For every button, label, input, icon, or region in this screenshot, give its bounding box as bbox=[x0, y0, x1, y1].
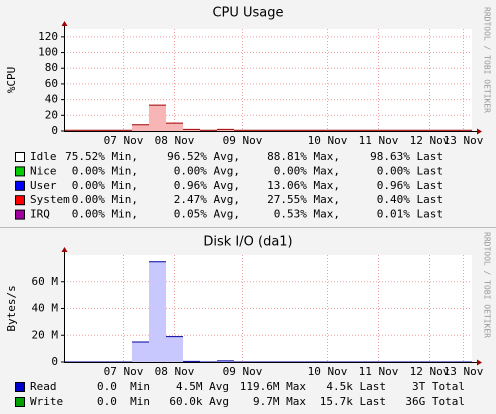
x-tick-label: 13 Nov bbox=[444, 365, 484, 378]
legend-label: Nice bbox=[30, 164, 57, 177]
legend-stat: 0.96% Last bbox=[377, 179, 443, 192]
area-step bbox=[217, 129, 234, 131]
legend-stat: 13.06% Max, bbox=[267, 179, 340, 192]
y-tick-label: 40 M bbox=[32, 302, 59, 315]
legend-stat: 0.00% Min, bbox=[72, 208, 138, 221]
y-axis-label: Bytes/s bbox=[5, 285, 18, 331]
y-axis-arrow bbox=[61, 247, 68, 252]
legend-stat: 75.52% Min, bbox=[65, 150, 138, 163]
y-tick-label: 80 bbox=[45, 61, 58, 74]
legend-stat: 15.7k Last bbox=[320, 395, 386, 408]
legend-label: IRQ bbox=[30, 208, 50, 221]
legend-stat: 4.5M Avg bbox=[176, 380, 229, 393]
legend-stat: 27.55% Max, bbox=[267, 193, 340, 206]
y-tick-label: 20 M bbox=[32, 328, 59, 341]
legend-stat: 0.96% Avg, bbox=[174, 179, 240, 192]
x-axis-arrow bbox=[477, 359, 482, 366]
legend-label: User bbox=[30, 179, 57, 192]
legend-stat: 98.63% Last bbox=[370, 150, 443, 163]
chart-title: CPU Usage bbox=[212, 6, 283, 21]
legend-stat: 0.00% Min, bbox=[72, 193, 138, 206]
side-note: RRDTOOL / TOBI OETIKER bbox=[483, 7, 492, 113]
legend-stat: 60.0k Avg bbox=[169, 395, 229, 408]
legend-stat: 119.6M Max bbox=[240, 380, 307, 393]
side-note: RRDTOOL / TOBI OETIKER bbox=[483, 232, 492, 338]
legend-label: Idle bbox=[30, 150, 57, 163]
x-tick-label: 07 Nov bbox=[104, 365, 144, 378]
legend-stat: 0.40% Last bbox=[377, 193, 443, 206]
x-axis-arrow bbox=[477, 128, 482, 135]
x-tick-label: 08 Nov bbox=[155, 134, 195, 147]
x-tick-label: 09 Nov bbox=[223, 365, 263, 378]
y-tick-label: 0 bbox=[51, 355, 58, 368]
area-step bbox=[217, 360, 234, 362]
legend-stat: 0.00% Last bbox=[377, 164, 443, 177]
legend-swatch bbox=[15, 180, 25, 191]
legend-stat: 88.81% Max, bbox=[267, 150, 340, 163]
x-tick-label: 11 Nov bbox=[359, 365, 399, 378]
legend-label: Read bbox=[30, 380, 57, 393]
legend-stat: 0.00% Avg, bbox=[174, 164, 240, 177]
legend-stat: 2.47% Avg, bbox=[174, 193, 240, 206]
y-axis-label: %CPU bbox=[5, 67, 18, 94]
area-step bbox=[132, 124, 149, 131]
area-step bbox=[149, 105, 166, 131]
legend-swatch bbox=[15, 209, 25, 220]
plot-area bbox=[64, 29, 472, 131]
legend-swatch bbox=[15, 166, 25, 177]
legend-stat: 9.7M Max bbox=[253, 395, 306, 408]
x-tick-label: 11 Nov bbox=[359, 134, 399, 147]
y-tick-label: 60 M bbox=[32, 275, 59, 288]
legend-swatch bbox=[15, 195, 25, 206]
x-tick-label: 12 Nov bbox=[410, 365, 450, 378]
area-step bbox=[166, 123, 183, 131]
x-tick-label: 08 Nov bbox=[155, 365, 195, 378]
y-tick-label: 0 bbox=[51, 124, 58, 137]
chart-title: Disk I/O (da1) bbox=[203, 235, 292, 250]
legend-stat: 0.05% Avg, bbox=[174, 208, 240, 221]
legend-stat: 3T Total bbox=[412, 380, 465, 393]
legend-label: Write bbox=[30, 395, 63, 408]
y-tick-label: 100 bbox=[38, 46, 58, 59]
x-tick-label: 10 Nov bbox=[308, 134, 348, 147]
y-tick-label: 20 bbox=[45, 108, 58, 121]
area-step bbox=[132, 341, 149, 362]
legend-stat: 0.01% Last bbox=[377, 208, 443, 221]
x-tick-label: 12 Nov bbox=[410, 134, 450, 147]
legend-swatch bbox=[15, 152, 25, 162]
legend-stat: 0.0 Min bbox=[97, 395, 150, 408]
y-axis-arrow bbox=[61, 21, 68, 26]
legend-stat: 0.53% Max, bbox=[274, 208, 340, 221]
legend-swatch bbox=[15, 397, 25, 407]
legend-stat: 96.52% Avg, bbox=[167, 150, 240, 163]
x-tick-label: 09 Nov bbox=[223, 134, 263, 147]
y-tick-label: 120 bbox=[38, 30, 58, 43]
area-step bbox=[183, 129, 200, 131]
x-tick-label: 13 Nov bbox=[444, 134, 484, 147]
legend-label: System bbox=[30, 193, 70, 206]
legend-stat: 36G Total bbox=[405, 395, 465, 408]
area-step bbox=[149, 261, 166, 362]
y-tick-label: 40 bbox=[45, 93, 58, 106]
y-tick-label: 60 bbox=[45, 77, 58, 90]
legend-stat: 4.5k Last bbox=[326, 380, 386, 393]
legend-stat: 0.00% Max, bbox=[274, 164, 340, 177]
x-tick-label: 10 Nov bbox=[308, 365, 348, 378]
legend-stat: 0.0 Min bbox=[97, 380, 150, 393]
legend-stat: 0.00% Min, bbox=[72, 179, 138, 192]
area-step bbox=[166, 336, 183, 362]
legend-swatch bbox=[15, 382, 25, 392]
x-tick-label: 07 Nov bbox=[104, 134, 144, 147]
legend-stat: 0.00% Min, bbox=[72, 164, 138, 177]
